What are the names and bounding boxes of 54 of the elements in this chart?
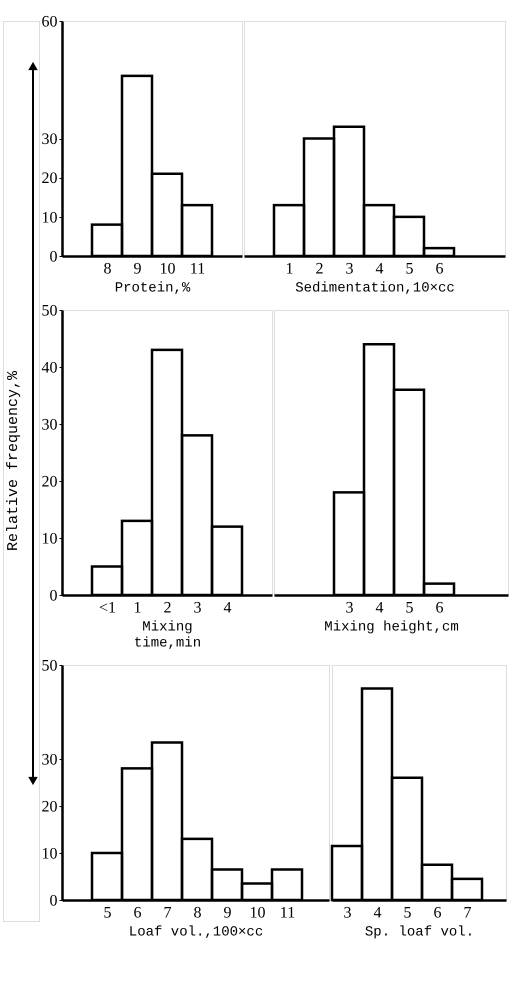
x-tick-label: <1 [98,600,116,616]
x-axis-title: Protein,% [114,280,191,296]
x-axis-title: Mixing height,cm [324,620,459,636]
y-tick-label: 20 [42,170,58,188]
x-tick-label: 3 [194,600,202,616]
y-tick-label: 50 [42,658,58,674]
x-tick-label: 3 [346,600,354,616]
x-tick-label: 2 [164,600,172,616]
x-tick-label: 7 [164,904,172,922]
x-tick-label: 2 [316,260,324,278]
y-axis-title: Relative frequency,% [5,370,22,552]
x-tick-label: 1 [134,600,142,616]
y-tick-label: 40 [42,360,58,376]
x-tick-label: 5 [104,904,112,922]
y-tick-label: 10 [42,209,58,226]
x-tick-label: 5 [404,904,412,922]
x-tick-label: 9 [224,904,232,922]
x-tick-label: 1 [286,260,294,278]
y-tick-label: 30 [42,416,58,434]
x-tick-label: 7 [464,904,472,922]
x-tick-label: 6 [434,904,442,922]
y-tick-label: 0 [50,588,58,604]
y-tick-label: 10 [42,530,58,548]
x-tick-label: 4 [376,260,384,278]
x-axis-title: Sp. loaf vol. [364,924,474,940]
y-tick-label: 50 [42,302,58,320]
x-tick-label: 11 [190,260,206,278]
x-tick-label: 8 [194,904,202,922]
x-tick-label: 3 [344,904,352,922]
x-tick-label: 6 [436,600,444,616]
y-tick-label: 0 [50,248,58,266]
y-tick-label: 20 [42,474,58,490]
y-tick-label: 20 [42,798,58,816]
y-tick-label: 30 [42,131,58,148]
y-tick-label: 0 [50,892,58,910]
x-tick-label: 4 [224,600,232,616]
x-tick-label: 6 [436,260,444,278]
x-axis-title: Loaf vol.,100×cc [128,924,264,940]
y-tick-label: 10 [42,846,58,862]
x-tick-label: 11 [280,904,296,922]
y-tick-label: 30 [42,752,58,768]
x-tick-label: 8 [104,260,112,278]
x-tick-label: 6 [134,904,142,922]
y-tick-label: 60 [42,14,58,30]
x-tick-label: 4 [376,600,384,616]
x-tick-label: 10 [250,904,266,922]
x-tick-label: 5 [406,600,414,616]
x-axis-title: Sedimentation,10×cc [295,280,455,296]
x-tick-label: 5 [406,260,414,278]
x-tick-label: 4 [374,904,382,922]
x-tick-label: 10 [160,260,176,278]
x-axis-title: Mixing time,min [134,620,202,652]
x-tick-label: 9 [134,260,142,278]
x-tick-label: 3 [346,260,354,278]
